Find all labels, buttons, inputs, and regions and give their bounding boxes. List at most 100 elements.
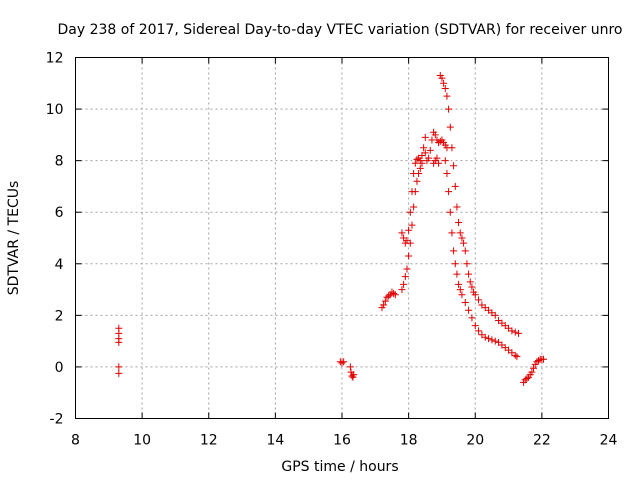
x-tick-label: 10 — [133, 433, 151, 449]
data-point — [450, 162, 458, 170]
data-point — [451, 182, 459, 190]
data-point — [448, 144, 456, 152]
data-point — [413, 155, 421, 163]
data-point — [466, 278, 474, 286]
data-point — [515, 329, 523, 337]
data-point — [461, 247, 469, 255]
data-point — [408, 188, 416, 196]
data-point — [425, 154, 433, 162]
data-point — [445, 188, 453, 196]
data-point — [391, 291, 399, 299]
data-point — [403, 237, 411, 245]
data-point — [115, 369, 123, 377]
y-tick-label: 0 — [55, 360, 64, 376]
data-point — [441, 157, 449, 165]
data-point — [540, 355, 548, 363]
data-point — [471, 322, 479, 330]
data-point — [446, 123, 454, 131]
x-tick-label: 20 — [466, 433, 484, 449]
data-point — [350, 371, 358, 379]
data-point — [381, 297, 389, 305]
data-point — [413, 177, 421, 185]
data-point — [458, 234, 466, 242]
data-point — [433, 154, 441, 162]
data-point — [463, 260, 471, 268]
data-point — [460, 239, 468, 247]
y-tick-label: 10 — [46, 102, 64, 118]
data-series-sdtvar — [115, 72, 548, 386]
data-point — [481, 333, 489, 341]
data-point — [436, 137, 444, 145]
x-tick-label: 22 — [533, 433, 551, 449]
y-tick-label: 12 — [46, 51, 64, 67]
data-point — [446, 208, 454, 216]
data-point — [453, 270, 461, 278]
y-tick-label: 8 — [55, 154, 64, 170]
y-tick-label: 2 — [55, 308, 64, 324]
data-point — [348, 372, 356, 380]
data-point — [465, 306, 473, 314]
data-point — [115, 338, 123, 346]
data-point — [465, 270, 473, 278]
data-point — [511, 351, 519, 359]
data-point — [440, 79, 448, 87]
data-point — [468, 314, 476, 322]
data-point — [346, 363, 354, 371]
y-tick-label: 6 — [55, 205, 64, 221]
data-point — [115, 363, 123, 371]
data-point — [451, 260, 459, 268]
axis-ticks — [75, 57, 609, 419]
x-tick-label: 16 — [333, 433, 351, 449]
data-point — [523, 375, 531, 383]
data-point — [513, 353, 521, 361]
data-point — [405, 252, 413, 260]
data-point — [445, 105, 453, 113]
data-point — [405, 226, 413, 234]
data-point — [401, 273, 409, 281]
data-point — [456, 229, 464, 237]
x-tick-label: 14 — [266, 433, 284, 449]
data-point — [385, 292, 393, 300]
data-point — [410, 203, 418, 211]
data-point — [535, 356, 543, 364]
data-point — [420, 144, 428, 152]
data-point — [455, 280, 463, 288]
data-point — [511, 328, 519, 336]
data-point — [400, 280, 408, 288]
data-point — [456, 286, 464, 294]
data-point — [528, 368, 536, 376]
data-point — [416, 164, 424, 172]
data-point — [435, 159, 443, 167]
x-tick-label: 8 — [71, 433, 80, 449]
data-point — [380, 301, 388, 309]
data-point — [408, 221, 416, 229]
data-point — [438, 74, 446, 82]
x-tick-label: 24 — [600, 433, 618, 449]
chart-title: Day 238 of 2017, Sidereal Day-to-day VTE… — [58, 22, 623, 38]
data-point — [398, 229, 406, 237]
data-point — [471, 291, 479, 299]
data-point — [508, 327, 516, 335]
y-axis-title: SDTVAR / TECUs — [6, 181, 22, 296]
data-point — [398, 286, 406, 294]
data-point — [458, 291, 466, 299]
data-point — [416, 157, 424, 165]
data-point — [475, 327, 483, 335]
y-tick-label: -2 — [50, 412, 64, 428]
x-axis-tick-labels: 8 10 12 14 16 18 20 22 24 — [71, 433, 617, 449]
data-point — [455, 219, 463, 227]
data-point — [406, 208, 414, 216]
data-point — [450, 247, 458, 255]
data-point — [491, 311, 499, 319]
data-point — [338, 359, 346, 367]
data-point — [411, 159, 419, 167]
data-point — [453, 203, 461, 211]
data-point — [410, 170, 418, 178]
data-point — [340, 358, 348, 366]
data-point — [475, 296, 483, 304]
data-point — [488, 336, 496, 344]
data-point — [421, 149, 429, 157]
data-point — [448, 229, 456, 237]
grid — [75, 57, 609, 419]
